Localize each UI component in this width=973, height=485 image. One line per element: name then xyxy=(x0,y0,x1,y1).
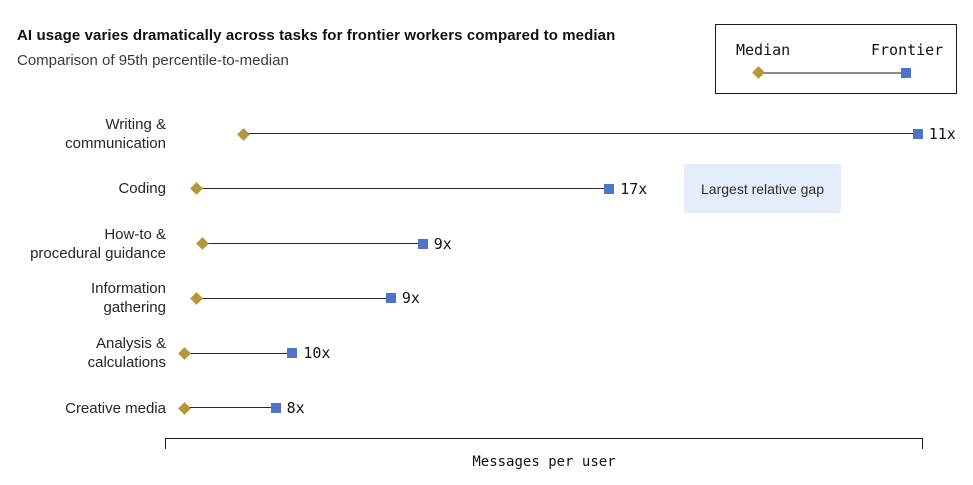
legend-frontier-label: Frontier xyxy=(871,41,944,59)
frontier-square-marker xyxy=(385,293,396,304)
frontier-square-marker xyxy=(912,129,923,139)
median-diamond-marker xyxy=(195,237,209,250)
ratio-label: 17x xyxy=(620,179,648,198)
frontier-square-marker xyxy=(604,183,615,194)
x-axis-label: Messages per user xyxy=(472,454,616,470)
x-axis-bracket xyxy=(165,438,923,449)
annotation-label: Largest relative gap xyxy=(701,180,824,197)
dumbbell-connector-line xyxy=(184,407,276,409)
legend-connector-line xyxy=(758,71,906,74)
legend: Median Frontier xyxy=(715,24,957,94)
chart-subtitle: Comparison of 95th percentile-to-median xyxy=(17,52,289,69)
frontier-square-marker xyxy=(270,403,281,413)
median-diamond-marker xyxy=(178,346,192,360)
dumbbell-connector-line xyxy=(243,133,918,135)
ratio-label: 8x xyxy=(286,399,305,417)
frontier-square-icon xyxy=(901,67,911,78)
ratio-label: 10x xyxy=(303,344,331,363)
median-diamond-marker xyxy=(189,182,203,196)
row-category-label: How-to & procedural guidance xyxy=(30,225,166,262)
annotation-largest-relative-gap: Largest relative gap xyxy=(684,164,841,213)
median-diamond-marker xyxy=(236,127,250,141)
median-diamond-marker xyxy=(189,292,203,305)
row-category-label: Information gathering xyxy=(90,280,166,317)
median-diamond-icon xyxy=(751,66,765,79)
median-diamond-marker xyxy=(178,401,192,415)
row-category-label: Creative media xyxy=(65,399,166,417)
chart-title: AI usage varies dramatically across task… xyxy=(17,27,616,44)
dumbbell-connector-line xyxy=(184,352,293,354)
row-category-label: Writing & communication xyxy=(65,116,166,152)
dumbbell-connector-line xyxy=(196,297,391,299)
ratio-label: 9x xyxy=(401,289,420,308)
dumbbell-connector-line xyxy=(202,242,423,244)
legend-median-label: Median xyxy=(736,41,791,59)
ratio-label: 11x xyxy=(928,125,956,143)
dumbbell-connector-line xyxy=(196,188,610,190)
row-category-label: Coding xyxy=(118,180,166,198)
frontier-square-marker xyxy=(417,238,428,249)
frontier-square-marker xyxy=(287,348,298,359)
row-category-label: Analysis & calculations xyxy=(87,335,166,372)
ratio-label: 9x xyxy=(433,234,452,253)
